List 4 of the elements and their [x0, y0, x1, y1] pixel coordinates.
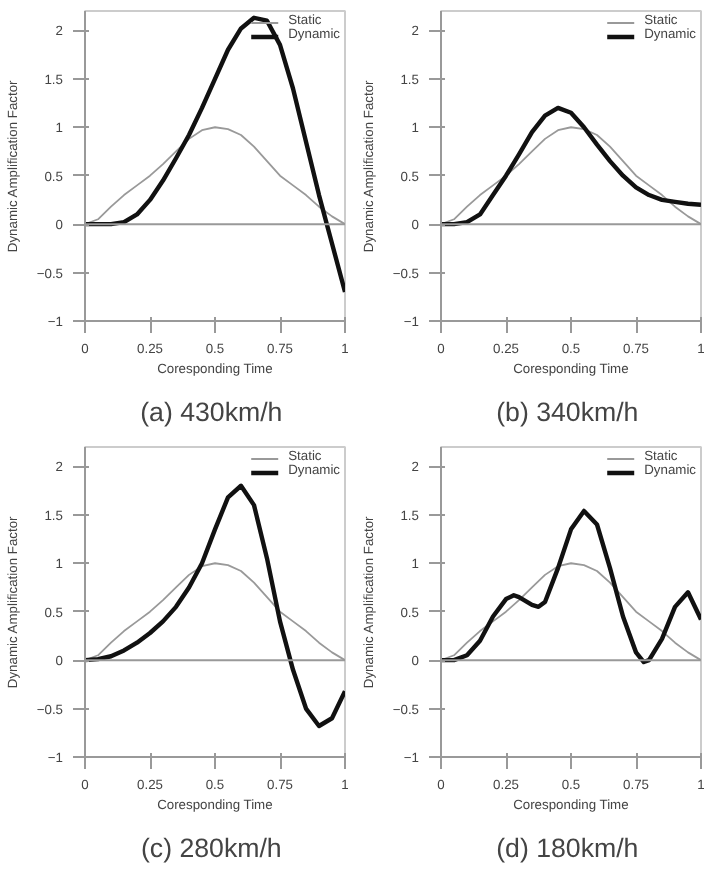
- text: (c) 280km/h: [140, 833, 282, 863]
- text: (b) 340km/h: [496, 397, 639, 427]
- text: (a) 430km/h: [140, 397, 283, 427]
- text: (d) 180km/h: [496, 833, 639, 863]
